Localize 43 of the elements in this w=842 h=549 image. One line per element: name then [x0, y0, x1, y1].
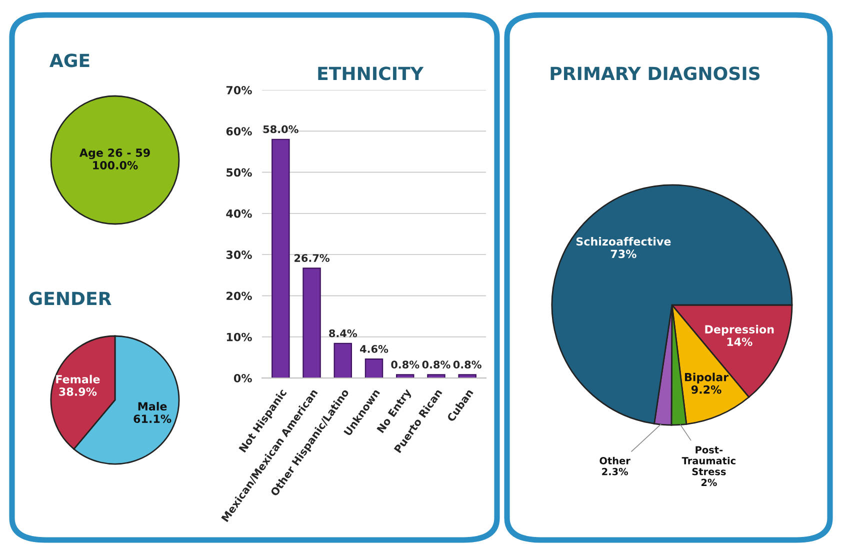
data-label: 2%	[701, 478, 717, 486]
slice-label: Post- Traumatic Stress	[682, 446, 736, 476]
data-label: 9.2%	[691, 385, 722, 394]
data-label: 38.9%	[59, 387, 97, 396]
data-label: 2.3%	[602, 468, 628, 476]
chart-title: AGE	[50, 54, 90, 68]
slice-label: Male	[138, 402, 167, 411]
slice-label: Female	[56, 374, 100, 384]
y-tick-label: 30%	[226, 250, 252, 259]
slice-label: Age 26 - 59	[79, 148, 150, 160]
bar	[427, 374, 446, 378]
chart-title: ETHNICITY	[318, 66, 424, 80]
bar	[334, 342, 352, 378]
data-label: 73%	[610, 250, 636, 258]
data-label: 0.8%	[422, 360, 450, 369]
y-tick-label: 50%	[226, 168, 252, 177]
y-tick-label: 0%	[234, 374, 252, 382]
bar	[396, 374, 414, 378]
chart-title: PRIMARY DIAGNOSIS	[550, 66, 760, 80]
slice-label: Other	[600, 456, 630, 464]
y-tick-label: 20%	[226, 292, 252, 300]
data-label: 0.8%	[453, 360, 482, 369]
data-label: 0.8%	[391, 360, 420, 369]
bar	[272, 138, 290, 378]
y-tick-label: 60%	[226, 127, 252, 136]
y-tick-label: 70%	[226, 86, 252, 94]
slice-label: Depression	[705, 324, 774, 336]
data-label: 58.0%	[263, 125, 298, 134]
data-label: 14%	[727, 338, 752, 346]
data-label: 61.1%	[134, 414, 172, 424]
data-label: 26.7%	[294, 254, 330, 262]
slice-label: Schizoaffective	[576, 237, 671, 246]
data-label: 8.4%	[329, 329, 358, 338]
y-tick-label: 10%	[226, 332, 252, 342]
bar	[364, 358, 384, 378]
bar	[302, 268, 321, 378]
bar	[458, 374, 476, 378]
y-tick-label: 40%	[226, 209, 252, 218]
slice-label: Bipolar	[684, 372, 729, 384]
data-label: 100.0%	[93, 161, 138, 170]
pie-slice	[551, 184, 793, 424]
chart-title: GENDER	[29, 292, 112, 306]
data-label: 4.6%	[360, 345, 388, 353]
